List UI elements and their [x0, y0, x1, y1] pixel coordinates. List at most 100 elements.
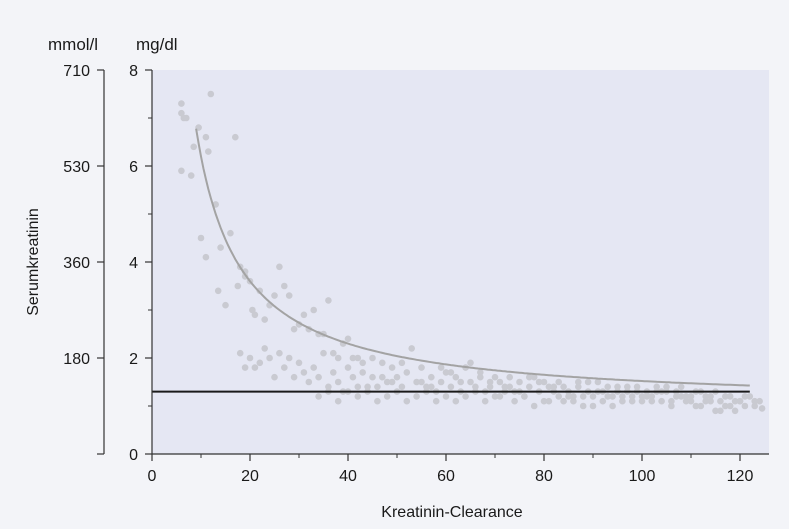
data-point	[717, 397, 724, 405]
data-point	[702, 393, 709, 400]
data-point	[506, 383, 513, 391]
data-point	[236, 349, 244, 357]
data-point	[722, 393, 729, 400]
data-point	[197, 234, 205, 242]
data-point	[687, 397, 695, 405]
data-point	[707, 393, 714, 400]
data-point	[653, 383, 660, 391]
data-point	[648, 393, 656, 400]
data-point	[619, 397, 626, 405]
data-point	[594, 378, 602, 386]
x-axis-title: Kreatinin-Clearance	[381, 504, 523, 521]
data-point	[496, 393, 504, 400]
data-point	[673, 393, 680, 400]
data-point	[545, 397, 553, 405]
data-point	[741, 393, 749, 400]
y-tick-label-mgdl: 2	[129, 351, 138, 368]
data-point	[325, 383, 332, 391]
data-point	[526, 373, 533, 381]
y-tick-label-mmol: 360	[63, 255, 90, 272]
data-point	[246, 354, 254, 362]
data-point	[442, 393, 450, 400]
data-point	[535, 378, 543, 386]
data-point	[310, 306, 318, 314]
data-point	[217, 244, 224, 251]
data-point	[364, 383, 371, 391]
data-point	[234, 282, 242, 290]
data-point	[746, 393, 754, 400]
data-point	[604, 393, 611, 400]
data-point	[555, 378, 562, 386]
y-tick-label-mgdl: 8	[129, 63, 138, 80]
data-point	[677, 393, 685, 400]
data-point	[388, 364, 396, 371]
data-point	[589, 402, 597, 410]
data-point	[540, 397, 548, 405]
data-point	[418, 364, 425, 371]
data-point	[491, 393, 499, 400]
data-point	[712, 407, 719, 415]
data-point	[511, 397, 518, 405]
data-point	[516, 378, 523, 386]
y-tick-label-mmol: 530	[63, 159, 90, 176]
data-point	[388, 378, 396, 386]
data-point	[290, 325, 298, 333]
data-point	[403, 369, 411, 376]
data-point	[202, 133, 210, 141]
x-tick-label: 20	[241, 468, 259, 485]
data-point	[717, 407, 724, 415]
data-point	[663, 383, 670, 391]
data-point	[383, 378, 391, 386]
data-point	[530, 373, 538, 381]
data-point	[418, 378, 425, 386]
data-point	[741, 402, 749, 410]
data-point	[290, 373, 298, 381]
data-point	[432, 397, 440, 405]
data-point	[619, 393, 626, 400]
data-point	[447, 383, 455, 391]
data-point	[521, 393, 528, 400]
data-point	[334, 378, 342, 386]
data-point	[251, 364, 259, 371]
data-point	[677, 383, 685, 391]
data-point	[241, 364, 249, 371]
data-point	[452, 397, 460, 405]
data-point	[452, 373, 460, 381]
data-point	[575, 378, 582, 386]
y-tick-label-mgdl: 4	[129, 255, 138, 272]
data-point	[428, 383, 435, 391]
data-point	[579, 402, 587, 410]
data-point	[359, 369, 367, 376]
data-point	[349, 354, 357, 362]
data-point	[633, 383, 641, 391]
data-point	[315, 393, 322, 400]
data-point	[374, 397, 381, 405]
data-point	[428, 373, 435, 381]
data-point	[643, 393, 651, 400]
data-point	[281, 364, 288, 371]
data-point	[330, 369, 337, 376]
data-point	[261, 345, 269, 352]
data-point	[413, 378, 420, 386]
data-point	[506, 373, 513, 381]
data-point	[530, 402, 538, 410]
x-tick-label: 60	[437, 468, 455, 485]
data-point	[756, 397, 763, 405]
data-point	[462, 393, 469, 400]
data-point	[281, 282, 288, 290]
data-point	[369, 373, 376, 381]
data-point	[310, 364, 318, 371]
data-point	[736, 397, 744, 405]
data-point	[726, 393, 734, 400]
data-point	[256, 287, 264, 295]
data-point	[575, 383, 582, 391]
data-point	[467, 359, 474, 367]
data-point	[442, 369, 450, 376]
data-point	[222, 301, 229, 309]
data-point	[702, 397, 709, 405]
data-point	[477, 369, 484, 376]
data-point	[731, 397, 739, 405]
data-point	[187, 172, 195, 179]
data-point	[467, 378, 474, 386]
data-point	[214, 287, 222, 295]
